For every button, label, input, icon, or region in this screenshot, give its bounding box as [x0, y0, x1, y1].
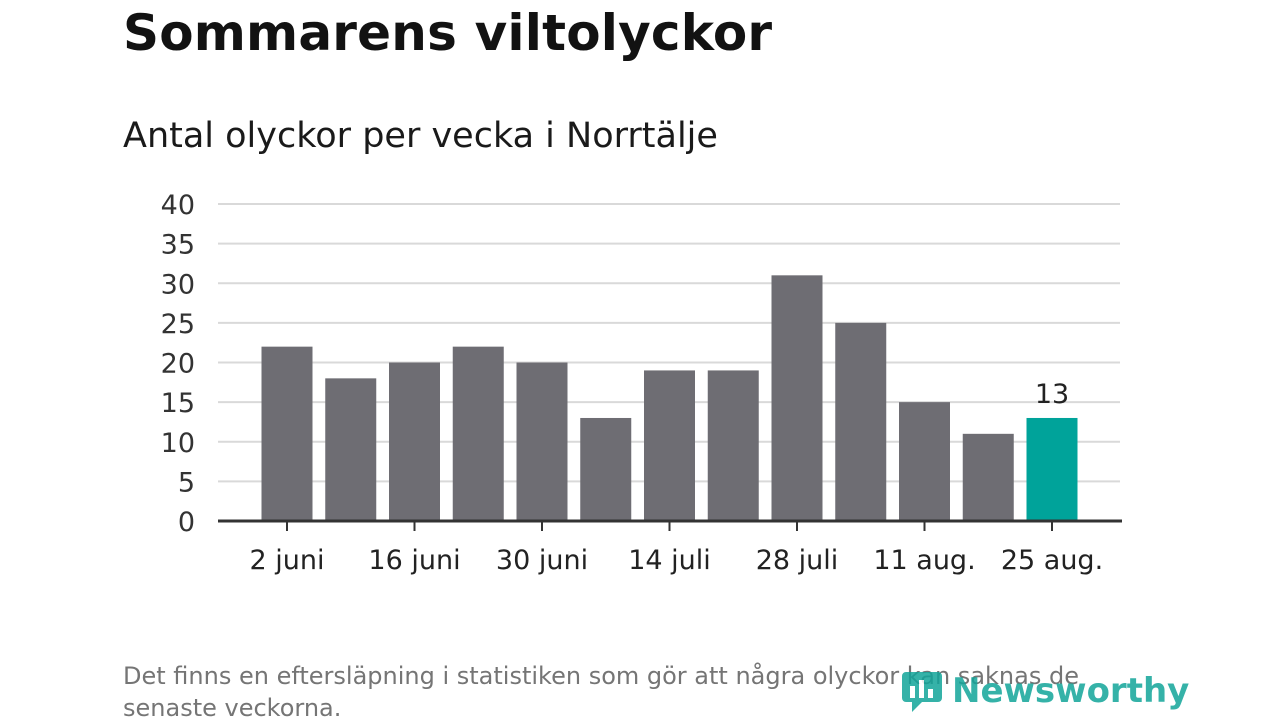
y-tick-label: 20 — [161, 349, 195, 380]
bar — [580, 417, 632, 521]
bars — [261, 275, 1078, 521]
bar — [962, 433, 1014, 521]
y-tick-label: 35 — [161, 230, 195, 261]
data-label: 13 — [1035, 379, 1069, 410]
y-tick-label: 15 — [161, 388, 195, 419]
x-tick-label: 2 juni — [250, 545, 325, 576]
x-tick-label: 16 juni — [368, 545, 460, 576]
bar — [389, 362, 440, 521]
bar — [644, 370, 695, 521]
x-tick-label: 28 juli — [756, 545, 839, 576]
x-tick-label: 14 juli — [628, 545, 711, 576]
data-labels: 13 — [1035, 379, 1069, 410]
bar — [835, 322, 887, 521]
y-tick-label: 30 — [161, 269, 195, 300]
brand-name: Newsworthy — [952, 671, 1190, 711]
bar — [516, 362, 568, 521]
y-tick-label: 5 — [178, 467, 195, 498]
x-axis-ticks: 2 juni 16 juni 30 juni 14 juli 28 juli 11 aug… — [250, 521, 1103, 576]
bar — [707, 370, 759, 521]
bar — [325, 378, 377, 521]
newsworthy-logo: Newsworthy — [900, 668, 1189, 714]
chart-subtitle: Antal olyckor per vecka i Norrtälje — [123, 116, 718, 156]
bar — [899, 402, 950, 521]
y-tick-label: 10 — [161, 428, 195, 459]
x-tick-label: 30 juni — [496, 545, 588, 576]
y-axis-ticks: 0 5 10 15 20 25 30 35 40 — [161, 190, 195, 538]
x-tick-label: 25 aug. — [1001, 545, 1103, 576]
y-tick-label: 40 — [161, 190, 195, 221]
bar — [261, 346, 313, 521]
bar-highlighted — [1026, 417, 1078, 521]
y-tick-label: 0 — [178, 507, 195, 538]
chart-title: Sommarens viltolyckor — [123, 4, 773, 62]
y-tick-label: 25 — [161, 309, 195, 340]
bar-chart-bubble-icon — [902, 672, 942, 712]
bar — [452, 346, 504, 521]
x-tick-label: 11 aug. — [873, 545, 975, 576]
bar — [771, 275, 823, 521]
